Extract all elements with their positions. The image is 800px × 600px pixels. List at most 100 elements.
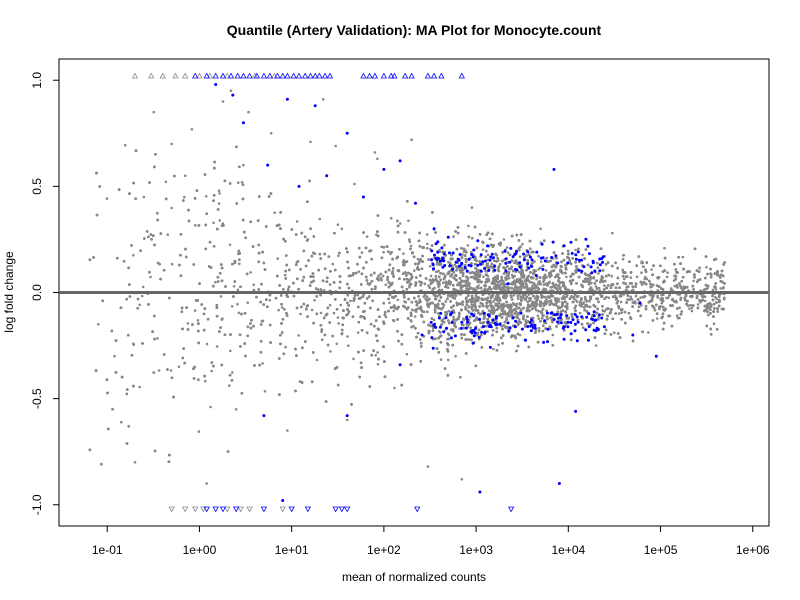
data-point-bg [352, 357, 355, 361]
data-point-bg [218, 192, 221, 195]
data-point-bg [347, 344, 350, 348]
data-point-bg [705, 265, 708, 269]
data-point-bg [402, 252, 405, 255]
data-point-bg [647, 331, 650, 334]
data-point-bg [170, 206, 173, 210]
data-point-bg [703, 299, 707, 303]
data-point-bg [138, 303, 141, 307]
data-point-bg [709, 272, 712, 275]
data-point-bg [365, 235, 369, 238]
data-point-bg [427, 284, 430, 287]
data-point-bg [512, 294, 515, 297]
data-point-bg [458, 327, 461, 330]
data-point-bg [384, 283, 388, 287]
data-point-bg [319, 311, 323, 315]
data-point-bg [149, 275, 152, 279]
data-point-bg [283, 273, 287, 277]
data-point-bg [237, 311, 241, 315]
data-point-bg [194, 224, 197, 227]
data-point-bg [517, 318, 521, 322]
data-point-bg [510, 273, 514, 277]
data-point-bg [678, 306, 681, 310]
data-point-bg [380, 278, 383, 282]
data-point-bg [218, 219, 222, 222]
data-point-bg [719, 287, 722, 290]
data-point-bg [650, 268, 653, 271]
points-layer [88, 72, 726, 513]
data-point-bg [214, 280, 217, 284]
data-point-bg [482, 275, 485, 279]
data-point-bg [310, 308, 314, 312]
data-point-bg [640, 303, 643, 307]
data-point-bg [356, 331, 360, 334]
data-point-bg [337, 322, 340, 325]
data-point-bg [535, 277, 538, 281]
data-point-bg [630, 298, 634, 301]
data-point-bg [382, 250, 385, 254]
data-point-bg [157, 369, 161, 372]
data-point-bg [487, 309, 491, 312]
data-point-bg [339, 303, 343, 307]
chart-title: Quantile (Artery Validation): MA Plot fo… [227, 22, 602, 38]
data-point-bg [621, 257, 625, 261]
data-point-bg [413, 315, 417, 318]
data-point-bg [581, 253, 584, 257]
data-point-bg [425, 246, 429, 250]
data-point-bg [232, 285, 236, 288]
data-point-bg [481, 248, 485, 251]
data-point-bg [452, 315, 455, 319]
data-point-bg [193, 309, 197, 312]
data-point-bg [467, 323, 471, 326]
data-point-bg [469, 326, 473, 330]
data-point-bg [384, 315, 388, 319]
data-point-bg [212, 221, 215, 225]
data-point-bg [376, 351, 379, 354]
data-point-bg [204, 195, 208, 198]
data-point-bg [380, 245, 383, 249]
data-point-bg [425, 295, 429, 299]
data-point-bg [409, 244, 413, 248]
data-point-bg [573, 306, 576, 310]
data-point-bg [440, 288, 444, 292]
data-point-bg [492, 347, 495, 351]
data-point-bg [524, 293, 527, 297]
data-point-bg [607, 296, 611, 300]
data-point-bg [413, 269, 416, 272]
data-point-bg [696, 303, 700, 306]
data-point-bg [408, 240, 412, 244]
data-point-bg [597, 272, 600, 275]
data-point-bg [328, 303, 332, 307]
data-point-bg [477, 284, 480, 287]
data-point-bg [605, 295, 608, 299]
data-point-bg [120, 420, 123, 424]
data-point-bg [231, 371, 234, 374]
data-point-bg [196, 319, 200, 322]
data-point-bg [240, 180, 244, 184]
data-point-bg [626, 298, 629, 301]
plot-area [58, 58, 770, 527]
data-point-bg [640, 271, 643, 275]
data-point-bg [346, 335, 349, 338]
data-point-bg [506, 251, 510, 254]
data-point-bg [516, 297, 520, 300]
data-point-bg [236, 181, 240, 184]
data-point-bg [416, 257, 420, 261]
data-point-bg [228, 243, 232, 247]
data-point-bg [610, 274, 614, 278]
data-point-bg [437, 269, 440, 273]
data-point-bg [261, 362, 264, 365]
data-point-bg [209, 405, 212, 409]
data-point-bg [263, 390, 267, 393]
data-point-bg [635, 275, 639, 279]
data-point-bg [408, 286, 411, 289]
data-point-bg [105, 197, 109, 200]
data-point-bg [280, 306, 284, 309]
data-point-bg [169, 369, 173, 372]
data-point-bg [392, 309, 396, 313]
data-point-bg [238, 262, 241, 266]
data-point-bg [215, 345, 219, 348]
data-point-bg [634, 294, 638, 298]
data-point-bg [711, 288, 715, 292]
data-point-bg [521, 242, 524, 246]
